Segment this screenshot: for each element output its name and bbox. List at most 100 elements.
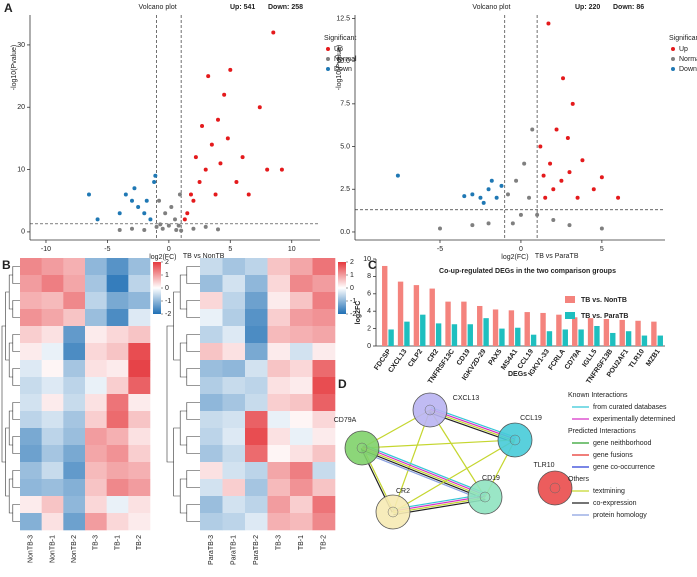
bar	[435, 323, 442, 346]
point	[499, 183, 504, 188]
heatmap-cell	[200, 326, 223, 344]
heatmap-cell	[200, 428, 223, 446]
heatmap-cell	[85, 258, 107, 276]
point	[154, 224, 159, 229]
heatmap-cell	[20, 377, 42, 395]
heatmap-cell	[20, 343, 42, 361]
heatmap-cell	[20, 479, 42, 497]
heatmap-cell	[312, 394, 336, 412]
point	[157, 198, 162, 203]
heatmap-cell	[128, 275, 151, 293]
x-tick-label: 0	[519, 246, 523, 253]
heatmap-cell	[267, 326, 291, 344]
heatmap-cell	[312, 462, 336, 480]
heatmap-cell	[267, 496, 291, 514]
bar	[556, 314, 562, 346]
legend-heading: Known Interactions	[568, 392, 628, 399]
legend-label: Down	[334, 66, 352, 73]
point	[177, 192, 182, 197]
point	[179, 228, 184, 233]
heatmap-cell	[20, 258, 42, 276]
heatmap-cell	[290, 326, 313, 344]
heatmap-cell	[222, 275, 246, 293]
node-label: CCL19	[520, 415, 542, 422]
heatmap-cell	[41, 309, 64, 327]
heatmap-cell	[20, 292, 42, 310]
heatmap-cell	[85, 360, 107, 378]
heatmap-cell	[106, 326, 129, 344]
dendrogram	[166, 325, 174, 463]
bar	[524, 312, 530, 346]
dendrogram	[186, 266, 200, 284]
heatmap-cell	[245, 275, 268, 293]
heatmap-cell	[290, 428, 313, 446]
heatmap-cell	[267, 394, 291, 412]
y-tick-label: 7.5	[340, 101, 350, 108]
heatmap-cell	[20, 496, 42, 514]
column-label: ParaTB-2	[253, 535, 260, 565]
heatmap-cell	[41, 377, 64, 395]
heatmap-cell	[290, 513, 313, 531]
heatmap-cell	[106, 394, 129, 412]
point	[616, 195, 621, 200]
heatmap-cell	[200, 343, 223, 361]
node	[467, 479, 503, 515]
heatmap-cell	[312, 360, 336, 378]
point	[86, 192, 91, 197]
dendrogram	[12, 300, 20, 318]
point	[117, 228, 122, 233]
heatmap-cell	[312, 309, 336, 327]
point	[117, 211, 122, 216]
bar	[530, 334, 537, 346]
point	[246, 192, 251, 197]
bar	[492, 309, 499, 346]
heatmap-cell	[128, 258, 151, 276]
dendrogram	[5, 427, 10, 497]
dendrogram	[8, 478, 13, 514]
heatmap-cell	[20, 462, 42, 480]
legend-swatch	[565, 312, 575, 319]
heatmap-cell	[200, 292, 223, 310]
heatmap-cell	[312, 343, 336, 361]
y-tick-label: 2	[367, 325, 371, 332]
heatmap-cell	[200, 258, 223, 276]
legend-label: co-expression	[593, 500, 637, 507]
heatmap-cell	[106, 258, 129, 276]
heatmap-cell	[222, 513, 246, 531]
point	[163, 211, 168, 216]
bar	[404, 321, 410, 346]
heatmap-cell	[245, 445, 268, 463]
heatmap-cell	[85, 292, 107, 310]
legend-label: textmining	[593, 488, 625, 495]
point	[548, 161, 553, 166]
heatmap-cell	[41, 258, 64, 276]
heatmap-cell	[200, 479, 223, 497]
bar	[540, 312, 546, 346]
heatmap-cell	[85, 428, 107, 446]
column-label: TB-2	[321, 535, 328, 550]
point	[265, 167, 270, 172]
stat-label: Up: 220	[575, 4, 600, 11]
heatmap-cell	[267, 309, 291, 327]
heatmap-cell	[41, 343, 64, 361]
bar	[499, 328, 505, 346]
point	[153, 173, 158, 178]
legend-label: TB vs. ParaTB	[581, 313, 628, 320]
bar	[587, 318, 594, 346]
dendrogram	[186, 470, 200, 488]
heatmap-cell	[267, 462, 291, 480]
bar	[578, 329, 584, 346]
dendrogram	[186, 436, 200, 454]
point	[234, 180, 239, 185]
point	[191, 198, 196, 203]
legend-heading: Predicted Interactions	[568, 428, 636, 435]
heatmap-cell	[245, 326, 268, 344]
bar	[467, 324, 473, 346]
colorbar	[153, 262, 161, 314]
heatmap-cell	[222, 496, 246, 514]
heatmap-cell	[267, 360, 291, 378]
dendrogram	[186, 368, 200, 386]
heatmap-cell	[222, 394, 246, 412]
point	[554, 127, 559, 132]
heatmap-cell	[312, 496, 336, 514]
